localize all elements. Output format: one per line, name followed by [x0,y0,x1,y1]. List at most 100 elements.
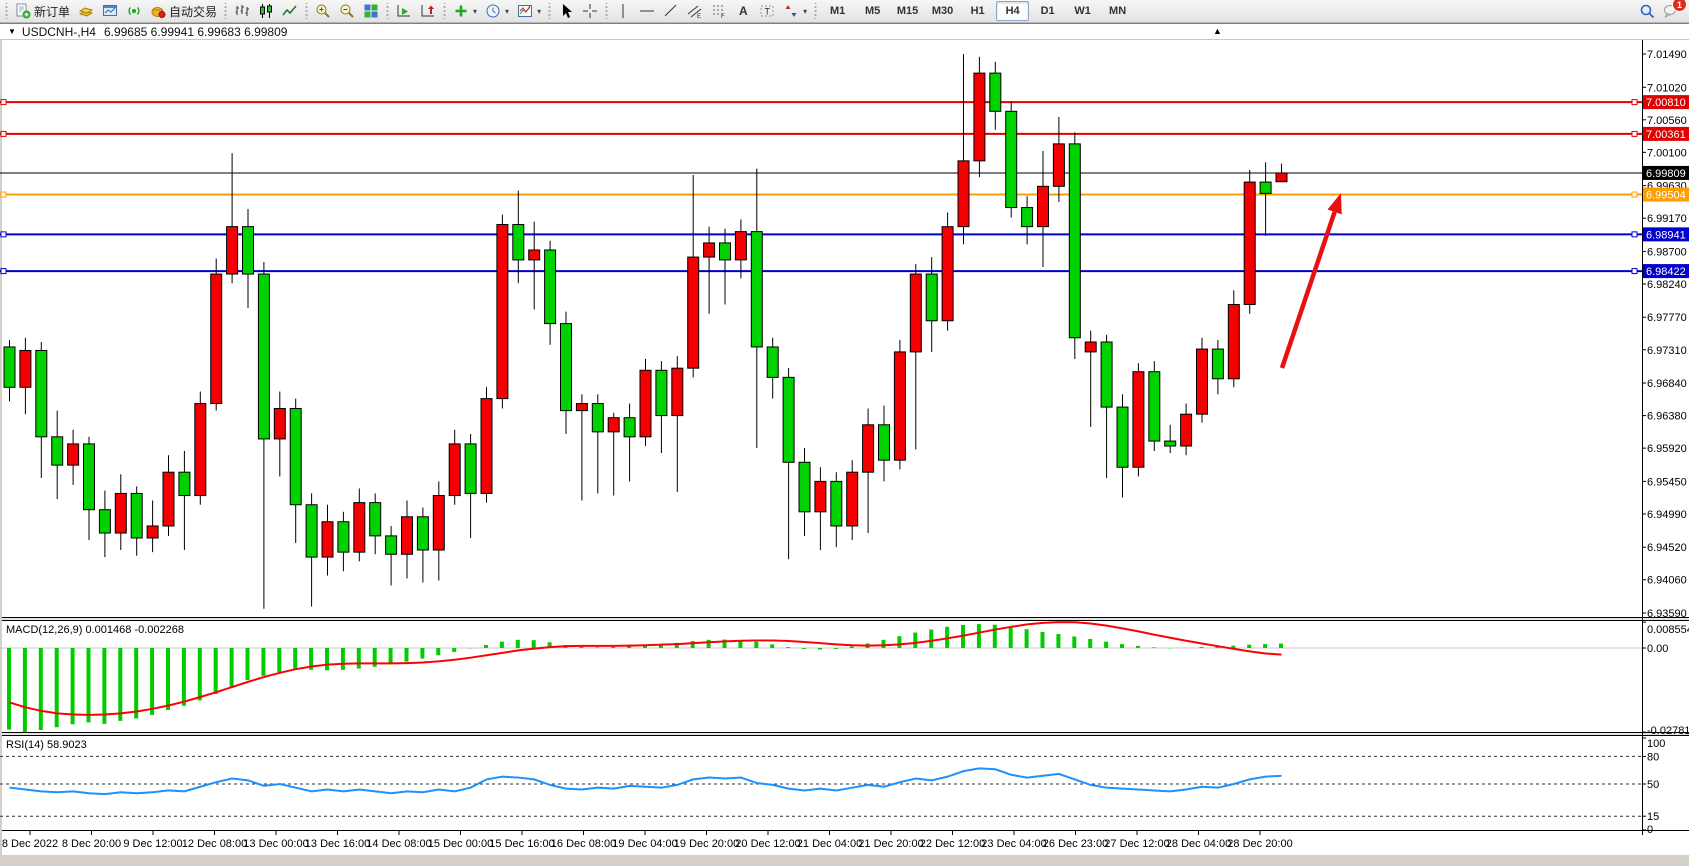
svg-text:28 Dec 20:00: 28 Dec 20:00 [1227,838,1292,850]
main-toolbar: 新订单 自动交易 ▾ ▾ ▾ E F A T ▾ M1 M5 M15 M30 H1 H4 D1 W1 MN 1 [0,0,1689,23]
line-chart-button[interactable] [278,0,302,22]
search-icon [1640,4,1655,19]
timeframe-h1-button[interactable]: H1 [970,5,985,17]
svg-text:16 Dec 08:00: 16 Dec 08:00 [551,838,616,850]
hline-handle[interactable] [1631,191,1638,198]
svg-text:22 Dec 12:00: 22 Dec 12:00 [920,838,985,850]
horizontal-lines[interactable] [0,99,1642,275]
tile-windows-button[interactable] [359,0,383,22]
zoom-out-button[interactable] [335,0,359,22]
svg-text:9 Dec 12:00: 9 Dec 12:00 [123,838,182,850]
search-button[interactable] [1635,0,1659,22]
vertical-line-button[interactable] [611,0,635,22]
hline-handle[interactable] [0,231,7,238]
hline-handle[interactable] [0,268,7,275]
auto-scroll-icon [397,5,411,17]
template-icon [518,5,533,17]
timeframe-m5-button[interactable]: M5 [864,5,881,17]
svg-text:6.99809: 6.99809 [1646,168,1686,180]
chart-title-bar: ▼ USDCNH-,H4 6.99685 6.99941 6.99683 6.9… [0,23,1689,40]
hline-handle[interactable] [0,99,7,106]
svg-text:27 Dec 12:00: 27 Dec 12:00 [1104,838,1169,850]
hline-handle[interactable] [1631,99,1638,106]
svg-text:6.94520: 6.94520 [1647,542,1687,554]
candlestick-chart-button[interactable] [254,0,278,22]
svg-text:6.95450: 6.95450 [1647,476,1687,488]
hline-handle[interactable] [1631,231,1638,238]
signals-button[interactable] [122,0,146,22]
periods-button[interactable]: ▾ [481,0,513,22]
macd-label: MACD(12,26,9) 0.001468 -0.002268 [6,624,184,636]
svg-text:8 Dec 20:00: 8 Dec 20:00 [62,838,121,850]
hline-handle[interactable] [1631,130,1638,137]
chevron-down-icon: ▾ [803,6,808,16]
auto-scroll-button[interactable] [392,0,416,22]
autotrading-button[interactable]: 自动交易 [146,0,221,22]
toolbar-grip [547,3,553,19]
indicators-button[interactable]: ▾ [449,0,481,22]
timeframe-w1-button[interactable]: W1 [1074,5,1091,17]
svg-text:6.96380: 6.96380 [1647,411,1687,423]
svg-text:15: 15 [1647,811,1659,823]
cursor-icon [563,4,573,18]
zoom-out-icon [340,4,354,18]
autotrading-label: 自动交易 [169,4,218,19]
timeframe-d1-button[interactable]: D1 [1040,5,1055,17]
svg-text:13 Dec 00:00: 13 Dec 00:00 [243,838,308,850]
time-axis[interactable]: 8 Dec 2022 8 Dec 20:00 9 Dec 12:00 12 Dec 0… [2,831,1293,850]
toolbar-grip [604,3,610,19]
timeframe-m1-button[interactable]: M1 [829,5,846,17]
svg-text:6.98422: 6.98422 [1646,266,1686,278]
text-button[interactable]: A [731,0,755,22]
price-axis[interactable]: 7.014907.010207.005607.001006.996306.991… [1642,49,1689,620]
svg-text:-0.027813: -0.027813 [1647,725,1689,737]
fibonacci-button[interactable]: F [707,0,731,22]
templates-button[interactable]: ▾ [513,0,545,22]
chart-symbol-period: USDCNH-,H4 [21,24,96,39]
timeframe-h4-button[interactable]: H4 [996,1,1030,21]
new-order-button[interactable]: 新订单 [11,0,74,22]
trend-arrow-annotation[interactable] [1279,193,1342,369]
chart-quote-values: 6.99685 6.99941 6.99683 6.99809 [103,24,288,39]
svg-text:T: T [765,7,771,17]
profiles-button[interactable] [74,0,98,22]
arrows-icon [785,5,797,17]
text-label-button[interactable]: T [755,0,779,22]
chevron-down-icon: ▾ [505,6,510,16]
chart-canvas[interactable]: 7.014907.010207.005607.001006.996306.991… [0,40,1689,861]
crosshair-button[interactable] [578,0,602,22]
toolbar-grip [385,3,391,19]
chart-area[interactable]: 7.01490 7.01020 7.00560 7.00100 6.99630 6.991… [0,40,1689,861]
tile-windows-icon [364,4,378,18]
svg-text:6.96840: 6.96840 [1647,378,1687,390]
hline-handle[interactable] [0,130,7,137]
arrows-button[interactable]: ▾ [779,0,811,22]
horizontal-line-button[interactable] [635,0,659,22]
chat-button[interactable]: 1 [1659,0,1687,22]
new-order-label: 新订单 [34,4,71,19]
cursor-button[interactable] [554,0,578,22]
timeframe-m15-button[interactable]: M15 [896,5,919,17]
svg-text:F: F [721,14,725,19]
chevron-down-icon: ▾ [537,6,542,16]
equidistant-channel-button[interactable]: E [683,0,707,22]
trendline-button[interactable] [659,0,683,22]
hline-handle[interactable] [0,191,7,198]
svg-text:6.98941: 6.98941 [1646,229,1686,241]
timeframe-m30-button[interactable]: M30 [931,5,954,17]
notification-badge: 1 [1672,0,1687,12]
chart-shift-icon [421,5,435,17]
svg-text:7.00810: 7.00810 [1646,97,1686,109]
timeframe-mn-button[interactable]: MN [1109,5,1127,17]
chart-menu-icon[interactable]: ▼ [8,27,16,36]
zoom-in-button[interactable] [311,0,335,22]
subwindow-expand-icon[interactable]: ▲ [1213,26,1222,36]
chart-shift-button[interactable] [416,0,440,22]
line-chart-icon [282,5,297,16]
bar-chart-button[interactable] [230,0,254,22]
market-watch-button[interactable] [98,0,122,22]
hline-handle[interactable] [1631,268,1638,275]
new-order-icon [16,3,31,19]
svg-text:6.98700: 6.98700 [1647,246,1687,258]
svg-text:6.94060: 6.94060 [1647,575,1687,587]
